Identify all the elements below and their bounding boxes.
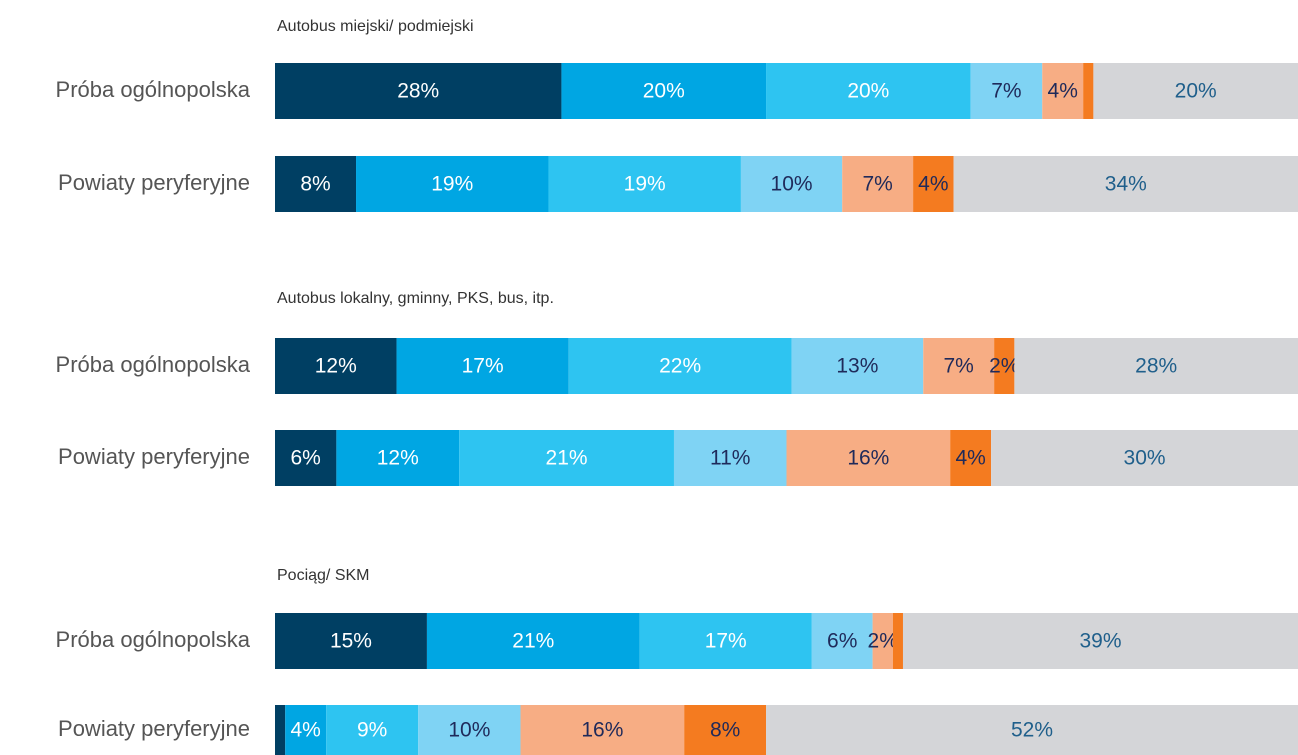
value-label: 20% [643, 80, 685, 103]
value-label: 19% [624, 173, 666, 196]
value-label: 19% [431, 173, 473, 196]
chart-title: Autobus miejski/ podmiejski [277, 18, 474, 35]
bar-segment [396, 338, 569, 394]
value-label: 13% [836, 355, 878, 378]
bar-segment [842, 156, 914, 212]
bar-segment [548, 156, 741, 212]
bar-segment [1093, 63, 1298, 119]
value-label: 17% [462, 355, 504, 378]
bar-segment [326, 705, 419, 755]
value-label: 2% [868, 630, 898, 653]
value-label: 15% [330, 630, 372, 653]
value-label: 20% [1175, 80, 1217, 103]
category-label: Próba ogólnopolska [56, 352, 251, 377]
bar-segment [275, 156, 357, 212]
bar-segment [953, 156, 1298, 212]
value-label: 7% [862, 173, 892, 196]
bar-segment [1042, 63, 1084, 119]
bar-segment [275, 613, 427, 669]
value-label: 21% [546, 447, 588, 470]
value-label: 16% [581, 719, 623, 742]
value-label: 39% [1079, 630, 1121, 653]
bar-segment [520, 705, 685, 755]
bar-segment [1083, 63, 1094, 119]
bar-segment [766, 705, 1298, 755]
value-label: 22% [659, 355, 701, 378]
chart-title: Pociąg/ SKM [277, 567, 369, 584]
value-label: 21% [512, 630, 554, 653]
bar-segment [426, 613, 640, 669]
bar-segment [970, 63, 1043, 119]
value-label: 28% [397, 80, 439, 103]
bar-segment [950, 430, 992, 486]
category-label: Powiaty peryferyjne [58, 716, 250, 741]
bar-segment [275, 705, 286, 755]
value-label: 30% [1124, 447, 1166, 470]
bar-segment [356, 156, 549, 212]
bar-segment [892, 613, 903, 669]
bar-segment [1014, 338, 1298, 394]
value-label: 52% [1011, 719, 1053, 742]
value-label: 12% [315, 355, 357, 378]
bar-segment [275, 63, 562, 119]
value-label: 17% [705, 630, 747, 653]
value-label: 28% [1135, 355, 1177, 378]
value-label: 12% [377, 447, 419, 470]
value-label: 34% [1105, 173, 1147, 196]
value-label: 9% [357, 719, 387, 742]
chart-title: Autobus lokalny, gminny, PKS, bus, itp. [277, 290, 554, 307]
value-label: 2% [989, 355, 1019, 378]
value-label: 20% [847, 80, 889, 103]
bar-segment [459, 430, 674, 486]
bar-segment [923, 338, 995, 394]
category-label: Powiaty peryferyjne [58, 170, 250, 195]
value-label: 4% [955, 447, 985, 470]
value-label: 10% [771, 173, 813, 196]
value-label: 11% [710, 447, 750, 470]
value-label: 7% [991, 80, 1021, 103]
bar-segment [561, 63, 767, 119]
bar-segment [336, 430, 460, 486]
bar-segment [994, 338, 1015, 394]
bar-segment [684, 705, 767, 755]
bar-segment [418, 705, 521, 755]
value-label: 6% [827, 630, 857, 653]
category-label: Próba ogólnopolska [56, 77, 251, 102]
value-label: 10% [448, 719, 490, 742]
value-label: 6% [291, 447, 321, 470]
bar-segment [872, 613, 893, 669]
bar-segment [275, 338, 397, 394]
bar-segment [811, 613, 873, 669]
bar-segment [766, 63, 971, 119]
bar-segment [991, 430, 1298, 486]
category-label: Powiaty peryferyjne [58, 444, 250, 469]
value-label: 7% [944, 355, 974, 378]
bar-segment [791, 338, 924, 394]
bar-segment [673, 430, 787, 486]
value-label: 8% [300, 173, 330, 196]
value-label: 4% [291, 719, 321, 742]
value-label: 16% [847, 447, 889, 470]
value-label: 4% [918, 173, 948, 196]
bar-segment [786, 430, 951, 486]
value-label: 8% [710, 719, 740, 742]
bar-segment [913, 156, 954, 212]
bar-segment [902, 613, 1298, 669]
bar-segment [568, 338, 792, 394]
bar-segment [275, 430, 337, 486]
category-label: Próba ogólnopolska [56, 627, 251, 652]
bar-segment [285, 705, 327, 755]
bar-segment [740, 156, 843, 212]
bar-segment [639, 613, 812, 669]
value-label: 4% [1048, 80, 1078, 103]
